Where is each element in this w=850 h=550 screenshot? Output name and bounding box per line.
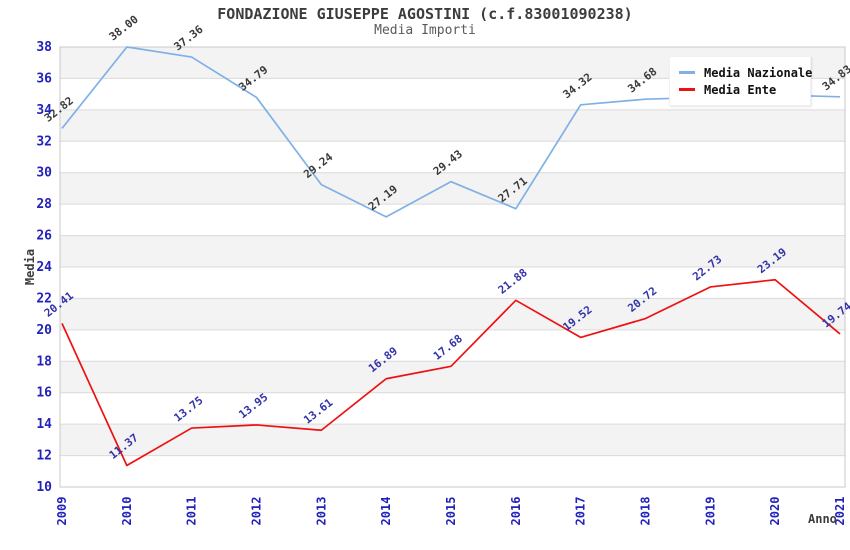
legend-item-media-ente: Media Ente: [679, 81, 802, 98]
y-tick-label: 26: [36, 229, 52, 244]
x-tick-label: 2017: [574, 497, 588, 526]
chart-title: FONDAZIONE GIUSEPPE AGOSTINI (c.f.830010…: [217, 5, 633, 23]
y-axis-title: Media: [23, 249, 37, 285]
x-tick-label: 2010: [120, 497, 134, 526]
point-label: 38.00: [107, 13, 141, 44]
y-tick-label: 28: [36, 197, 52, 212]
y-tick-label: 12: [36, 449, 52, 464]
legend-item-media-nazionale: Media Nazionale: [679, 64, 812, 81]
x-tick-label: 2013: [314, 497, 328, 526]
x-tick-label: 2009: [55, 497, 69, 526]
grid-band: [60, 235, 845, 267]
y-tick-label: 16: [36, 386, 52, 401]
x-tick-label: 2020: [768, 497, 782, 526]
y-tick-label: 38: [36, 40, 52, 55]
series-line-media-ente: [61, 278, 841, 467]
x-tick-label: 2018: [639, 497, 653, 526]
x-tick-label: 2016: [509, 497, 523, 526]
chart-subtitle: Media Importi: [374, 23, 476, 38]
x-tick-label: 2011: [185, 497, 199, 526]
x-tick-label: 2014: [379, 497, 393, 526]
x-tick-label: 2021: [833, 497, 847, 526]
y-tick-label: 18: [36, 354, 52, 369]
point-label: 13.75: [172, 394, 206, 425]
grid-band: [60, 109, 845, 142]
y-tick-label: 36: [36, 71, 52, 86]
legend: Media Nazionale Media Ente: [669, 56, 812, 106]
legend-line-marker-red: [679, 88, 695, 91]
grid-band: [60, 172, 845, 205]
grid-band: [60, 424, 845, 456]
legend-label: Media Nazionale: [704, 65, 813, 80]
x-tick-label: 2015: [444, 497, 458, 526]
legend-label: Media Ente: [704, 82, 777, 97]
legend-line-marker-blue: [679, 71, 695, 74]
x-axis-title: Anno: [808, 512, 837, 526]
y-tick-label: 32: [36, 134, 52, 149]
y-tick-label: 20: [36, 323, 52, 338]
point-label: 13.95: [236, 391, 270, 422]
x-tick-label: 2019: [703, 497, 717, 526]
y-tick-label: 14: [36, 417, 52, 432]
y-tick-label: 10: [36, 480, 52, 495]
x-tick-label: 2012: [250, 497, 264, 526]
point-label: 21.88: [496, 266, 530, 297]
plot-border: [59, 46, 846, 488]
grid-band: [60, 361, 845, 393]
grid-band: [60, 298, 845, 330]
y-tick-label: 34: [36, 103, 52, 118]
y-tick-label: 30: [36, 166, 52, 181]
y-tick-label: 22: [36, 291, 52, 306]
y-tick-label: 24: [36, 260, 52, 275]
